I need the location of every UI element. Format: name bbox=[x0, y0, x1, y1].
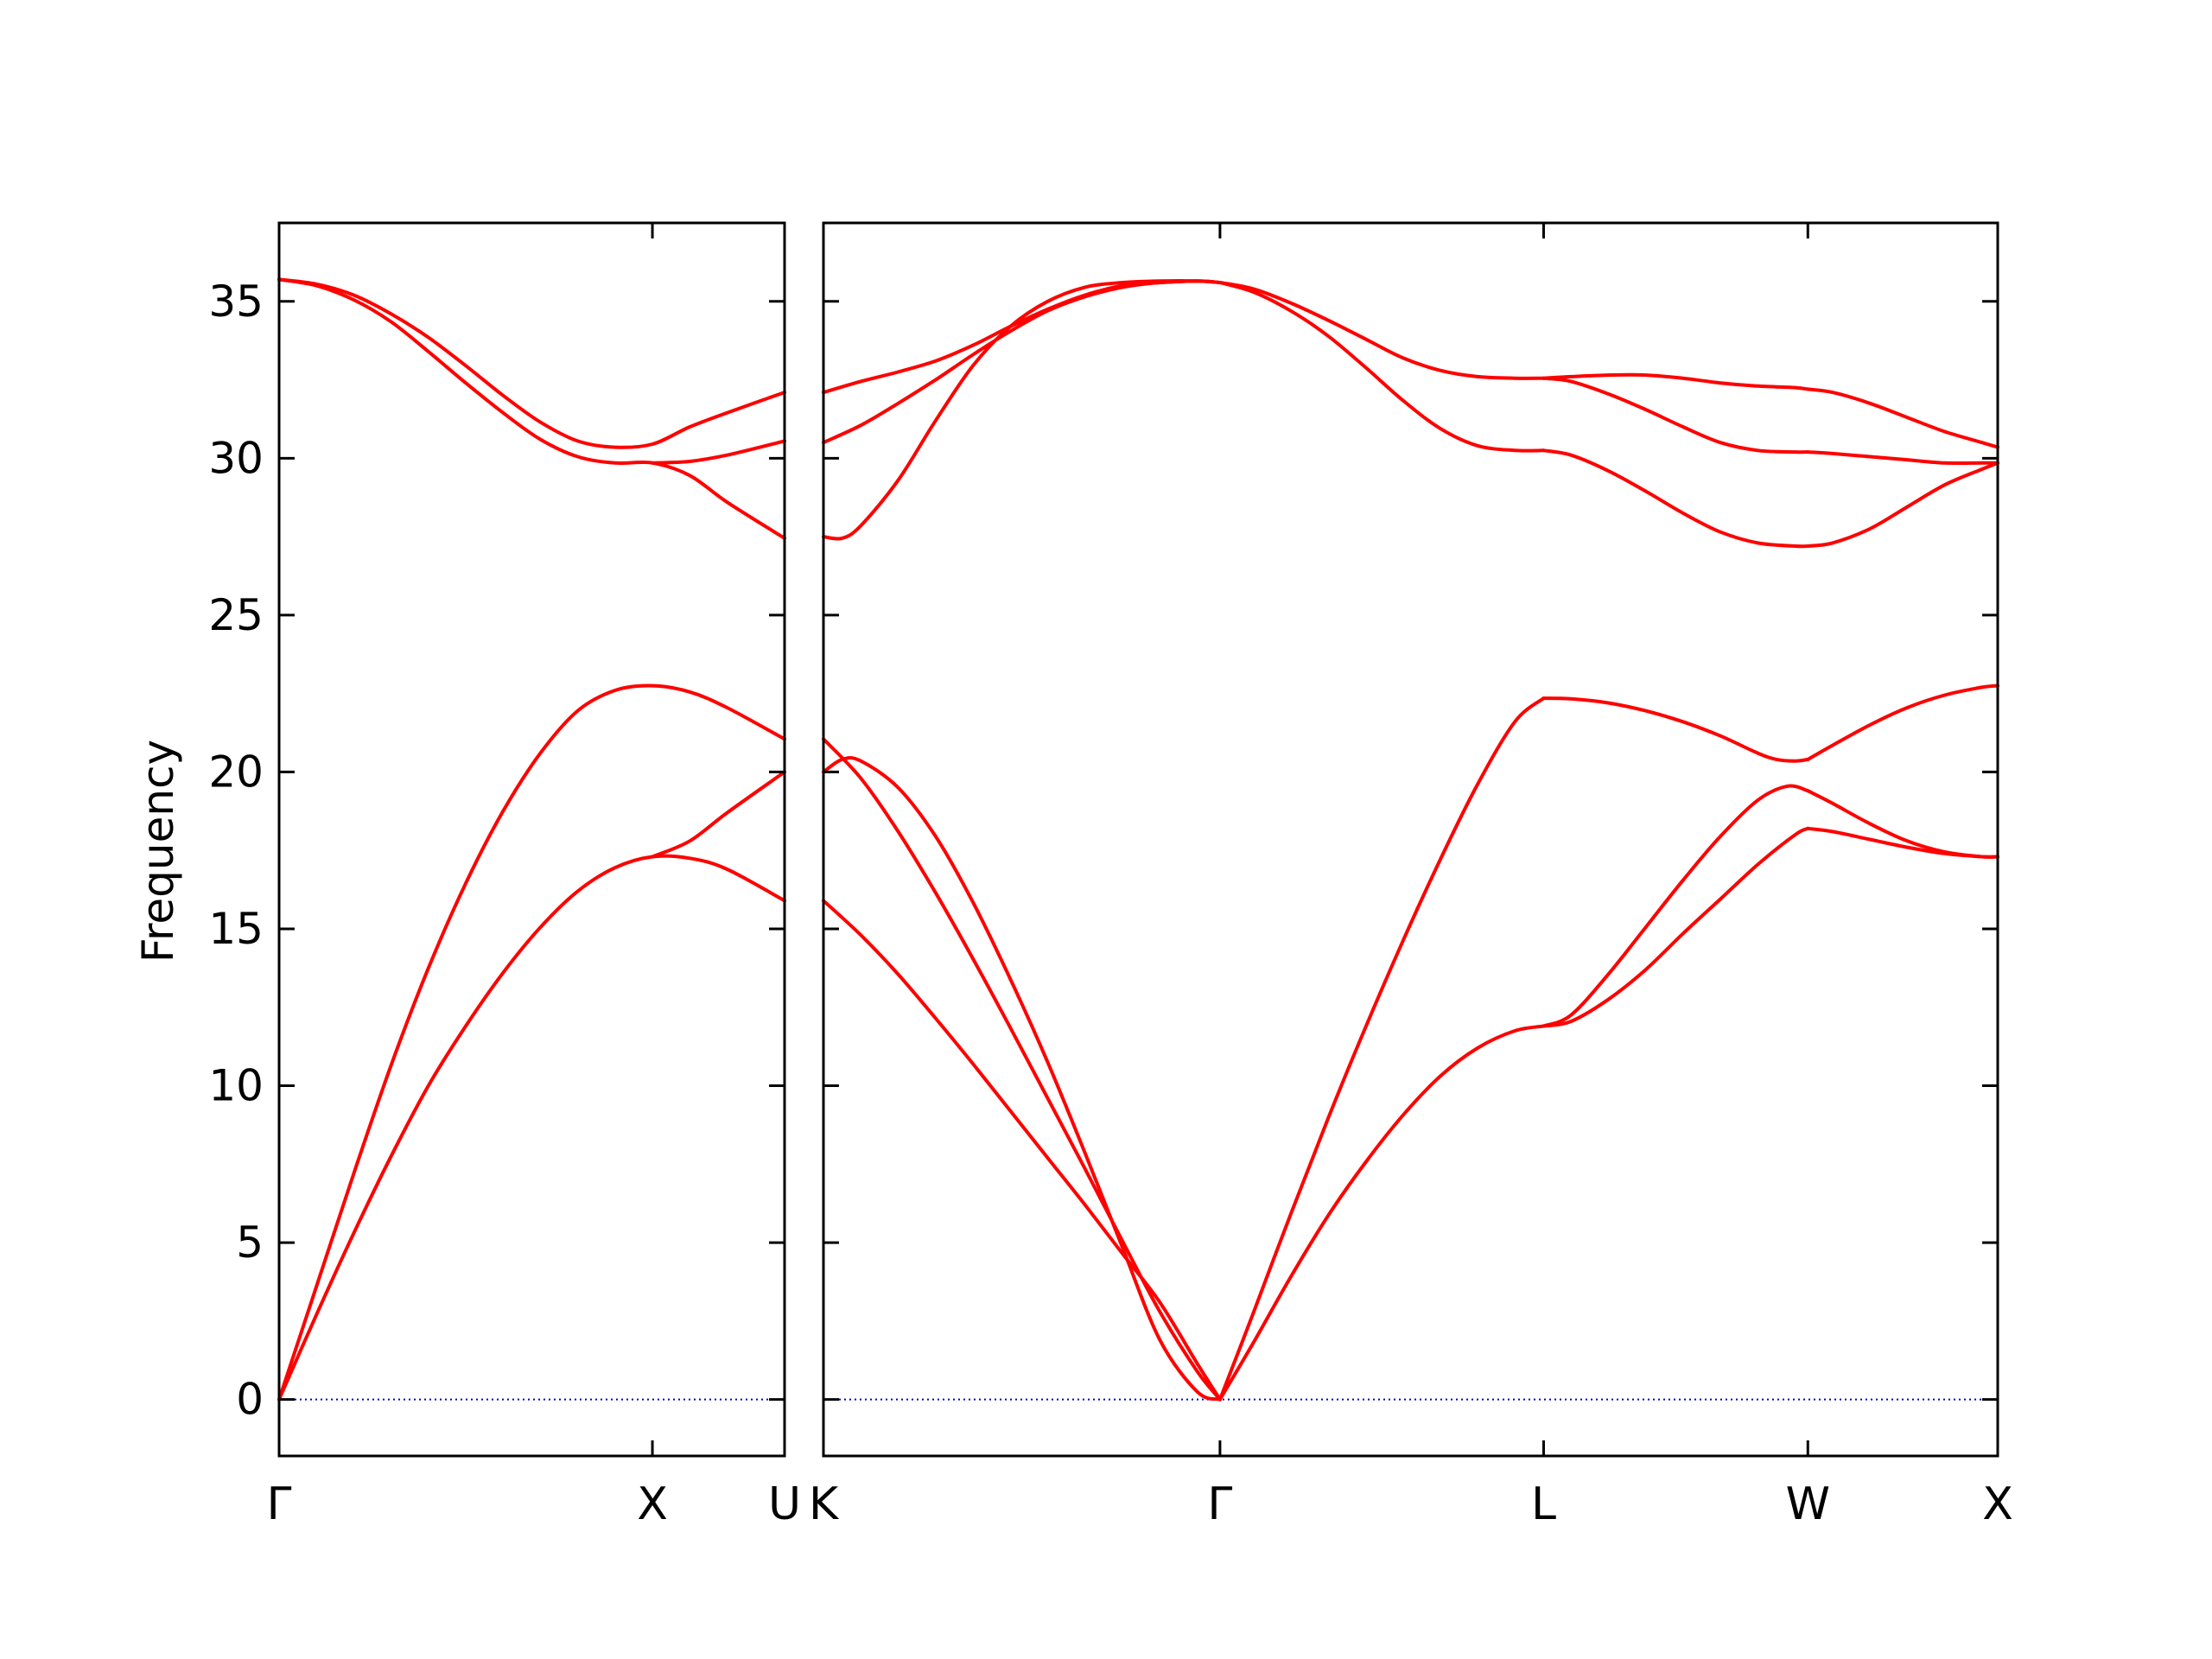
band-line bbox=[1806, 826, 1999, 859]
band-line bbox=[651, 439, 786, 465]
band-line bbox=[1541, 826, 1810, 1028]
y-axis-label: Frequency bbox=[133, 740, 183, 963]
x-tick-label: Γ bbox=[267, 1478, 292, 1530]
plot-frame bbox=[822, 221, 1999, 1458]
band-line bbox=[822, 279, 1222, 445]
band-line bbox=[1806, 461, 1999, 548]
band-line bbox=[1217, 281, 1546, 453]
band-line bbox=[1217, 1024, 1546, 1402]
band-line bbox=[1541, 372, 1810, 391]
band-line bbox=[822, 737, 1222, 1402]
band-line bbox=[277, 277, 786, 449]
band-line bbox=[1806, 387, 1999, 449]
y-tick-label: 15 bbox=[208, 904, 264, 954]
x-tick-label: X bbox=[1982, 1478, 2013, 1530]
band-line bbox=[277, 683, 786, 1402]
band-line bbox=[1217, 696, 1546, 1402]
x-tick-label: U bbox=[768, 1478, 801, 1530]
x-tick-label: Γ bbox=[1207, 1478, 1232, 1530]
x-tick-label: X bbox=[637, 1478, 668, 1530]
band-line bbox=[1217, 281, 1546, 380]
y-tick-label: 35 bbox=[208, 276, 264, 327]
band-line bbox=[822, 279, 1222, 395]
x-tick-label: W bbox=[1786, 1478, 1830, 1530]
band-line bbox=[1806, 789, 1999, 859]
band-line bbox=[822, 755, 1222, 1402]
left-panel: 0 5 10 15 20 25 30 35 Γ X U bbox=[208, 221, 801, 1530]
band-line bbox=[1541, 784, 1810, 1028]
y-tick-label: 30 bbox=[208, 433, 264, 483]
band-line bbox=[1806, 683, 1999, 761]
band-line bbox=[1541, 376, 1810, 454]
band-line bbox=[651, 770, 786, 859]
band-line bbox=[277, 277, 786, 540]
y-tick-label: 0 bbox=[236, 1375, 264, 1425]
y-tick-label: 5 bbox=[236, 1217, 264, 1268]
band-line bbox=[1541, 448, 1810, 549]
band-line bbox=[822, 899, 1222, 1402]
y-tick-label: 25 bbox=[208, 590, 264, 640]
x-tick-label: K bbox=[809, 1478, 840, 1530]
band-line bbox=[277, 854, 786, 1402]
x-tick-label: L bbox=[1531, 1478, 1556, 1530]
band-line bbox=[1806, 450, 1999, 466]
y-tick-label: 10 bbox=[208, 1061, 264, 1111]
y-tick-label: 20 bbox=[208, 747, 264, 797]
plot-frame bbox=[277, 221, 786, 1458]
band-line bbox=[1541, 696, 1810, 763]
